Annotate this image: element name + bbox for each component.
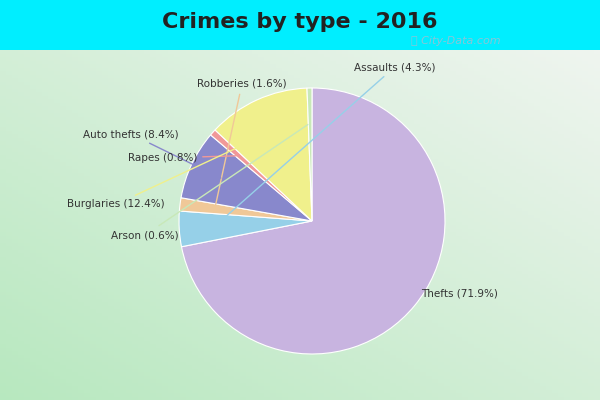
Wedge shape [307,88,312,221]
Wedge shape [179,198,312,221]
Text: Thefts (71.9%): Thefts (71.9%) [391,284,498,299]
Text: Arson (0.6%): Arson (0.6%) [112,124,308,240]
Wedge shape [215,88,312,221]
Wedge shape [181,135,312,221]
Text: Assaults (4.3%): Assaults (4.3%) [216,62,436,225]
Text: Auto thefts (8.4%): Auto thefts (8.4%) [83,129,221,178]
Text: Rapes (0.8%): Rapes (0.8%) [128,153,236,163]
Wedge shape [182,88,445,354]
Text: Crimes by type - 2016: Crimes by type - 2016 [162,12,438,32]
Text: ⓘ City-Data.com: ⓘ City-Data.com [412,36,501,46]
Wedge shape [179,211,312,247]
Text: Robberies (1.6%): Robberies (1.6%) [197,79,287,206]
Text: Burglaries (12.4%): Burglaries (12.4%) [67,133,269,209]
Wedge shape [211,130,312,221]
